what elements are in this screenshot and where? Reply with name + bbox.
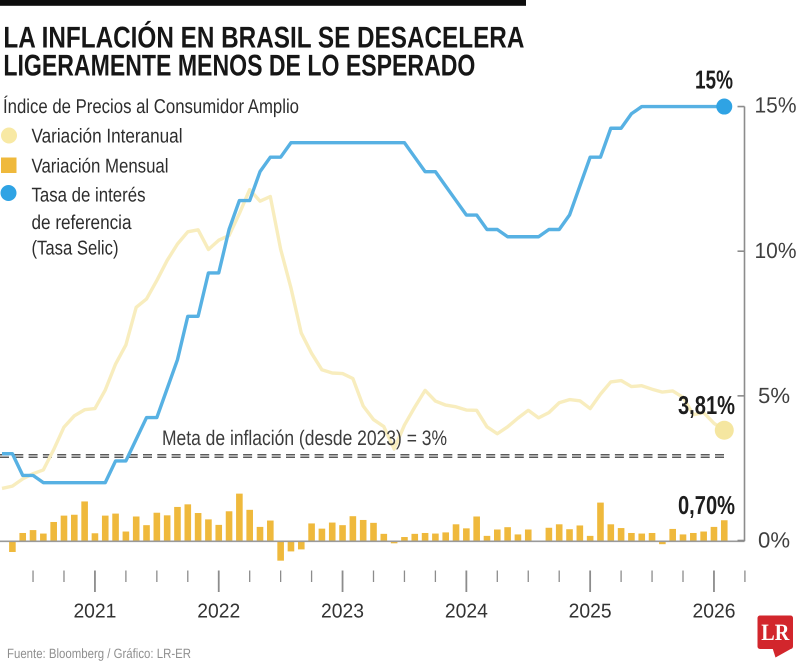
svg-text:0%: 0% [758,528,790,553]
svg-text:2023: 2023 [321,601,364,623]
svg-text:15%: 15% [695,65,733,95]
svg-text:0,70%: 0,70% [678,490,735,520]
svg-text:de referencia: de referencia [32,212,133,234]
svg-text:2022: 2022 [197,601,240,623]
svg-text:15%: 15% [755,93,797,118]
svg-text:Meta de inflación (desde 2023): Meta de inflación (desde 2023) = 3% [162,427,447,450]
svg-text:Fuente: Bloomberg / Gráfico: L: Fuente: Bloomberg / Gráfico: LR-ER [7,646,191,661]
svg-text:LA INFLACIÓN EN BRASIL SE DESA: LA INFLACIÓN EN BRASIL SE DESACELERA [3,20,524,54]
svg-text:Índice de Precios al Consumido: Índice de Precios al Consumidor Amplio [3,95,299,118]
svg-text:10%: 10% [755,238,797,263]
svg-text:Variación Mensual: Variación Mensual [32,156,169,178]
svg-text:Tasa de interés: Tasa de interés [32,185,146,207]
svg-text:Variación Interanual: Variación Interanual [32,126,183,148]
svg-text:5%: 5% [758,383,790,408]
svg-text:LR: LR [761,620,790,646]
svg-text:3,81%: 3,81% [678,390,735,420]
svg-text:(Tasa Selic): (Tasa Selic) [32,238,119,260]
svg-text:2024: 2024 [445,601,488,623]
svg-text:2025: 2025 [569,601,612,623]
svg-text:2021: 2021 [73,601,116,623]
svg-text:LIGERAMENTE MENOS DE LO ESPERA: LIGERAMENTE MENOS DE LO ESPERADO [3,50,475,83]
svg-text:2026: 2026 [692,601,735,623]
